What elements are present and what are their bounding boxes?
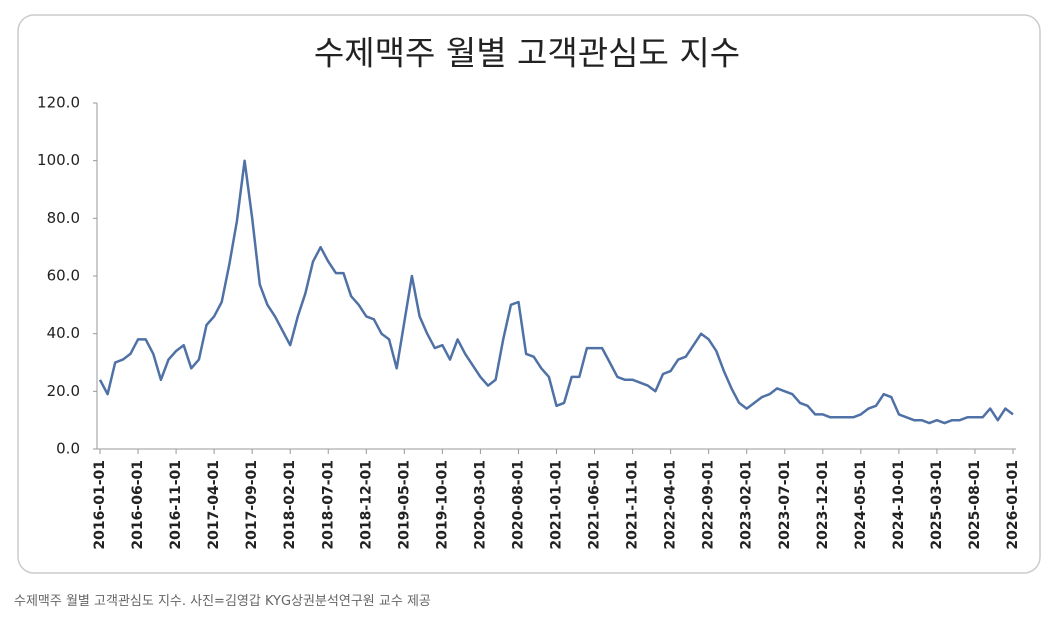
x-tick-label: 2022-04-01 — [663, 460, 679, 550]
y-tick-label: 120.0 — [37, 94, 80, 112]
x-tick-label: 2023-02-01 — [739, 460, 755, 550]
x-tick-label: 2018-02-01 — [282, 460, 298, 550]
x-tick-label: 2018-07-01 — [320, 460, 336, 550]
x-tick-label: 2021-01-01 — [549, 460, 565, 550]
x-tick-label: 2020-08-01 — [510, 460, 526, 550]
x-tick-label: 2016-11-01 — [168, 460, 184, 550]
y-tick-label: 100.0 — [37, 151, 80, 169]
x-tick-label: 2021-11-01 — [625, 460, 641, 550]
x-tick-label: 2020-03-01 — [472, 460, 488, 550]
y-tick-label: 80.0 — [47, 209, 80, 227]
x-tick-label: 2024-10-01 — [891, 460, 907, 550]
x-tick-label: 2021-06-01 — [587, 460, 603, 550]
chart: 수제맥주 월별 고객관심도 지수 0.0 20.0 40.0 60.0 80.0 100.… — [17, 14, 1041, 574]
x-tick-label: 2023-12-01 — [815, 460, 831, 550]
y-tick-label: 60.0 — [47, 267, 80, 285]
x-tick-label: 2024-05-01 — [853, 460, 869, 550]
x-tick-label: 2025-03-01 — [929, 460, 945, 550]
y-tick-label: 40.0 — [47, 324, 80, 342]
x-tick-label: 2025-08-01 — [967, 460, 983, 550]
y-tick-label: 20.0 — [47, 382, 80, 400]
x-tick-label: 2017-09-01 — [244, 460, 260, 550]
x-tick-label: 2016-06-01 — [130, 460, 146, 550]
chart-frame — [17, 14, 1041, 574]
x-tick-label: 2017-04-01 — [206, 460, 222, 550]
x-tick-label: 2023-07-01 — [777, 460, 793, 550]
data-line — [98, 159, 1014, 425]
x-tick-label: 2022-09-01 — [701, 460, 717, 550]
caption: 수제맥주 월별 고객관심도 지수. 사진=김영갑 KYG상권분석연구원 교수 제… — [14, 594, 431, 609]
x-tick-label: 2018-12-01 — [358, 460, 374, 550]
x-tick-label: 2026-01-01 — [1005, 460, 1021, 550]
y-tick-label: 0.0 — [56, 440, 80, 458]
x-tick-label: 2019-10-01 — [434, 460, 450, 550]
x-tick-label: 2019-05-01 — [396, 460, 412, 550]
chart-title: 수제맥주 월별 고객관심도 지수 — [314, 34, 740, 73]
x-tick-label: 2016-01-01 — [92, 460, 108, 550]
